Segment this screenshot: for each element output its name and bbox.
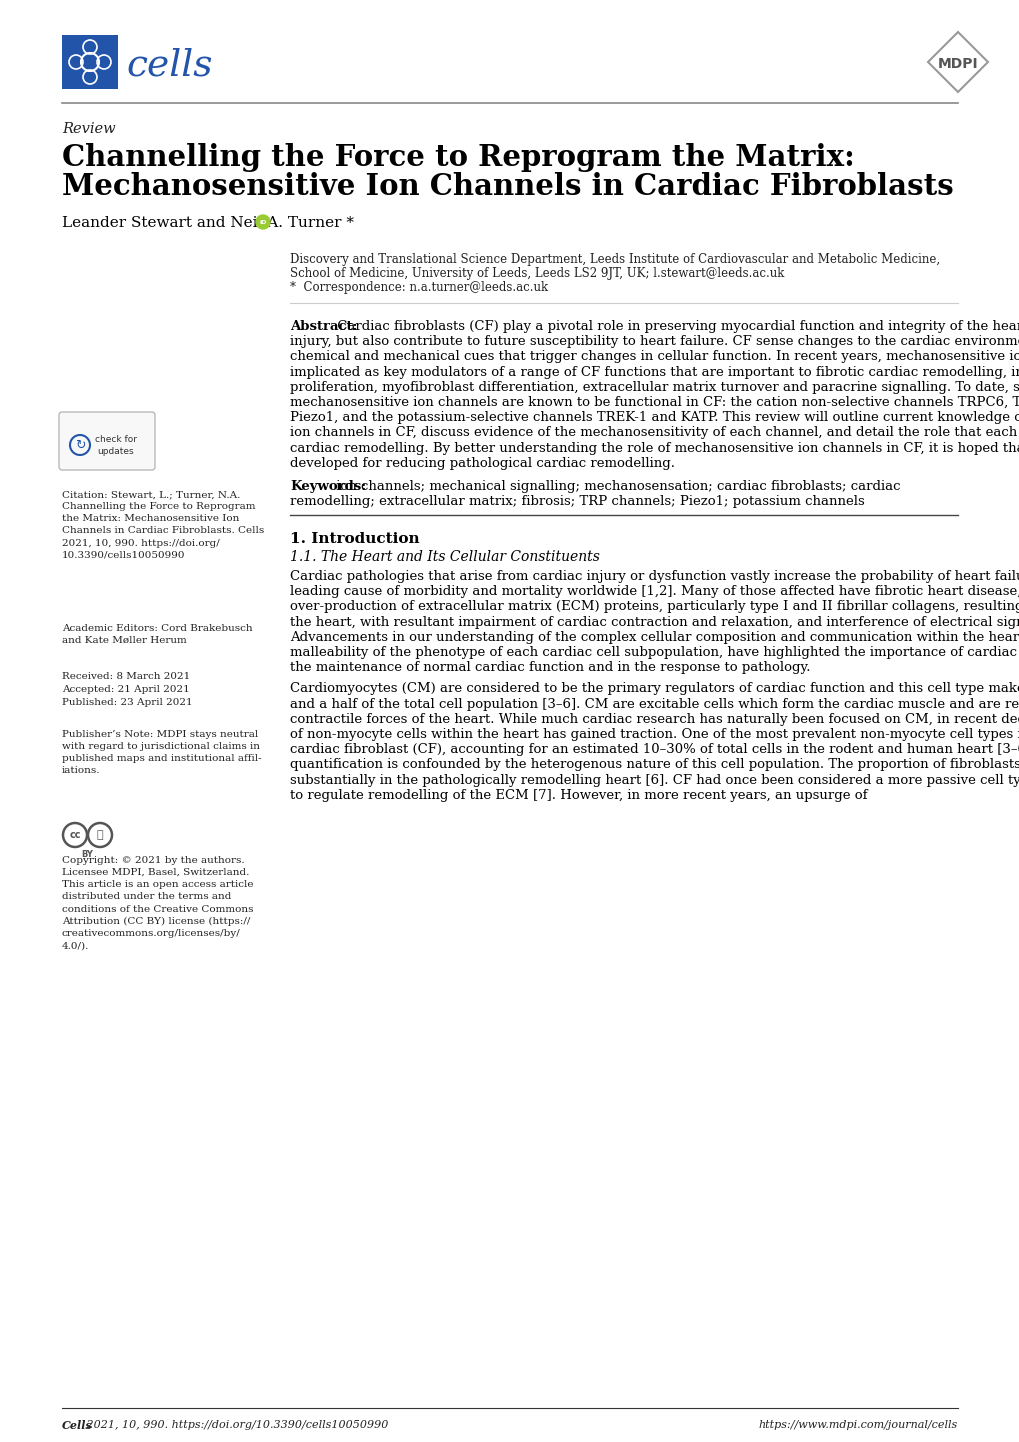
Text: iD: iD — [259, 219, 266, 225]
Text: Discovery and Translational Science Department, Leeds Institute of Cardiovascula: Discovery and Translational Science Depa… — [289, 252, 940, 265]
Text: Cardiac fibroblasts (CF) play a pivotal role in preserving myocardial function a: Cardiac fibroblasts (CF) play a pivotal … — [332, 320, 1019, 333]
Text: Cells: Cells — [62, 1420, 93, 1430]
Text: ↻: ↻ — [74, 438, 86, 451]
Text: 1.1. The Heart and Its Cellular Constituents: 1.1. The Heart and Its Cellular Constitu… — [289, 549, 599, 564]
Text: substantially in the pathologically remodelling heart [6]. CF had once been cons: substantially in the pathologically remo… — [289, 773, 1019, 786]
Text: Channelling the Force to Reprogram the Matrix:: Channelling the Force to Reprogram the M… — [62, 143, 854, 172]
Text: chemical and mechanical cues that trigger changes in cellular function. In recen: chemical and mechanical cues that trigge… — [289, 350, 1019, 363]
Text: cc: cc — [69, 831, 81, 841]
Text: *  Correspondence: n.a.turner@leeds.ac.uk: * Correspondence: n.a.turner@leeds.ac.uk — [289, 281, 547, 294]
Text: remodelling; extracellular matrix; fibrosis; TRP channels; Piezo1; potassium cha: remodelling; extracellular matrix; fibro… — [289, 495, 864, 508]
Text: cells: cells — [126, 48, 212, 84]
Text: 2021, 10, 990. https://doi.org/10.3390/cells10050990: 2021, 10, 990. https://doi.org/10.3390/c… — [83, 1420, 388, 1430]
Text: 1. Introduction: 1. Introduction — [289, 532, 419, 547]
Text: malleability of the phenotype of each cardiac cell subpopulation, have highlight: malleability of the phenotype of each ca… — [289, 646, 1019, 659]
Text: https://www.mdpi.com/journal/cells: https://www.mdpi.com/journal/cells — [758, 1420, 957, 1430]
Text: of non-myocyte cells within the heart has gained traction. One of the most preva: of non-myocyte cells within the heart ha… — [289, 728, 1019, 741]
Text: BY: BY — [81, 849, 93, 859]
Text: the maintenance of normal cardiac function and in the response to pathology.: the maintenance of normal cardiac functi… — [289, 662, 810, 675]
Text: Leander Stewart and Neil A. Turner *: Leander Stewart and Neil A. Turner * — [62, 216, 354, 231]
Text: quantification is confounded by the heterogenous nature of this cell population.: quantification is confounded by the hete… — [289, 758, 1019, 771]
Circle shape — [256, 215, 270, 229]
Text: Copyright: © 2021 by the authors.
Licensee MDPI, Basel, Switzerland.
This articl: Copyright: © 2021 by the authors. Licens… — [62, 857, 254, 950]
Text: updates: updates — [98, 447, 135, 456]
Text: Mechanosensitive Ion Channels in Cardiac Fibroblasts: Mechanosensitive Ion Channels in Cardiac… — [62, 172, 953, 200]
Text: injury, but also contribute to future susceptibility to heart failure. CF sense : injury, but also contribute to future su… — [289, 335, 1019, 348]
Text: cardiac fibroblast (CF), accounting for an estimated 10–30% of total cells in th: cardiac fibroblast (CF), accounting for … — [289, 743, 1019, 756]
Text: proliferation, myofibroblast differentiation, extracellular matrix turnover and : proliferation, myofibroblast differentia… — [289, 381, 1019, 394]
Text: ion channels in CF, discuss evidence of the mechanosensitivity of each channel, : ion channels in CF, discuss evidence of … — [289, 427, 1019, 440]
Text: over-production of extracellular matrix (ECM) proteins, particularly type I and : over-production of extracellular matrix … — [289, 600, 1019, 613]
FancyBboxPatch shape — [59, 412, 155, 470]
Text: Cardiac pathologies that arise from cardiac injury or dysfunction vastly increas: Cardiac pathologies that arise from card… — [289, 570, 1019, 583]
Text: Citation: Stewart, L.; Turner, N.A.
Channelling the Force to Reprogram
the Matri: Citation: Stewart, L.; Turner, N.A. Chan… — [62, 490, 264, 559]
Text: ion channels; mechanical signalling; mechanosensation; cardiac fibroblasts; card: ion channels; mechanical signalling; mec… — [332, 480, 900, 493]
Text: contractile forces of the heart. While much cardiac research has naturally been : contractile forces of the heart. While m… — [289, 712, 1019, 725]
Text: MDPI: MDPI — [936, 58, 977, 71]
Text: Received: 8 March 2021
Accepted: 21 April 2021
Published: 23 April 2021: Received: 8 March 2021 Accepted: 21 Apri… — [62, 672, 193, 707]
Text: developed for reducing pathological cardiac remodelling.: developed for reducing pathological card… — [289, 457, 675, 470]
Text: implicated as key modulators of a range of CF functions that are important to fi: implicated as key modulators of a range … — [289, 366, 1019, 379]
Text: ⓑ: ⓑ — [97, 831, 103, 841]
Text: cardiac remodelling. By better understanding the role of mechanosensitive ion ch: cardiac remodelling. By better understan… — [289, 441, 1019, 454]
Text: Piezo1, and the potassium-selective channels TREK-1 and KATP. This review will o: Piezo1, and the potassium-selective chan… — [289, 411, 1019, 424]
FancyBboxPatch shape — [62, 35, 118, 89]
Text: Publisher’s Note: MDPI stays neutral
with regard to jurisdictional claims in
pub: Publisher’s Note: MDPI stays neutral wit… — [62, 730, 261, 776]
Text: mechanosensitive ion channels are known to be functional in CF: the cation non-s: mechanosensitive ion channels are known … — [289, 397, 1019, 410]
Text: check for: check for — [95, 435, 137, 444]
Text: Abstract:: Abstract: — [289, 320, 357, 333]
Text: to regulate remodelling of the ECM [7]. However, in more recent years, an upsurg: to regulate remodelling of the ECM [7]. … — [289, 789, 866, 802]
Text: Review: Review — [62, 123, 115, 136]
Text: Keywords:: Keywords: — [289, 480, 366, 493]
Text: Academic Editors: Cord Brakebusch
and Kate Møller Herum: Academic Editors: Cord Brakebusch and Ka… — [62, 624, 253, 645]
Text: School of Medicine, University of Leeds, Leeds LS2 9JT, UK; l.stewart@leeds.ac.u: School of Medicine, University of Leeds,… — [289, 267, 784, 280]
Text: Advancements in our understanding of the complex cellular composition and commun: Advancements in our understanding of the… — [289, 630, 1019, 643]
Text: Cardiomyocytes (CM) are considered to be the primary regulators of cardiac funct: Cardiomyocytes (CM) are considered to be… — [289, 682, 1019, 695]
Text: leading cause of morbidity and mortality worldwide [1,2]. Many of those affected: leading cause of morbidity and mortality… — [289, 585, 1019, 598]
Text: and a half of the total cell population [3–6]. CM are excitable cells which form: and a half of the total cell population … — [289, 698, 1019, 711]
Text: the heart, with resultant impairment of cardiac contraction and relaxation, and : the heart, with resultant impairment of … — [289, 616, 1019, 629]
